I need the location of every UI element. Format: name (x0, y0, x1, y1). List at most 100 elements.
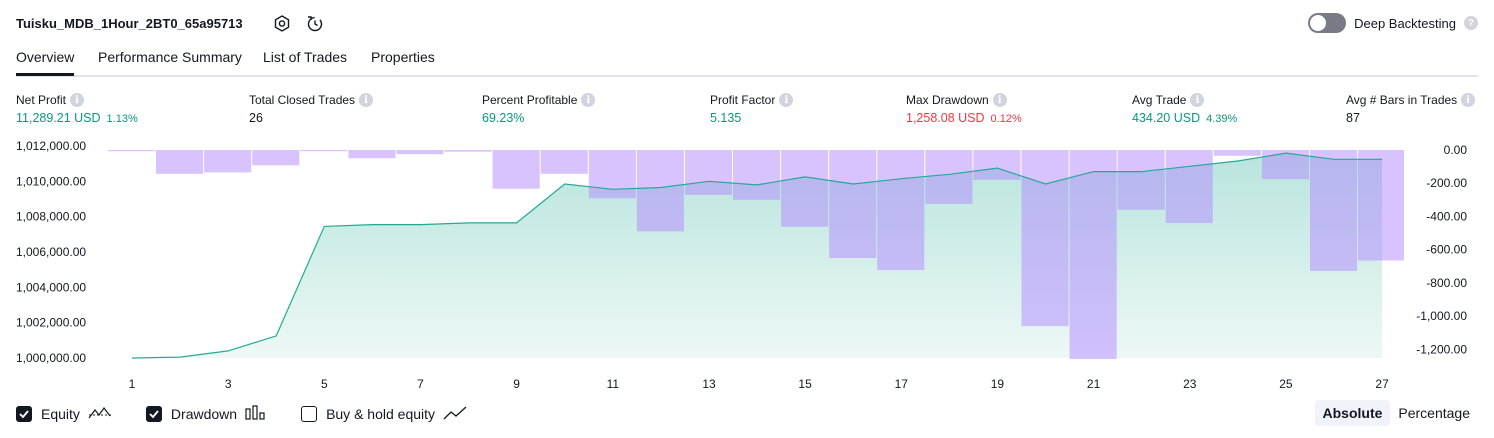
buy-hold-checkbox[interactable] (301, 406, 318, 422)
drawdown-bar (781, 150, 829, 227)
left-axis-tick: 1,006,000.00 (16, 245, 86, 259)
info-icon[interactable]: i (779, 93, 794, 107)
right-axis-tick: -800.00 (1426, 276, 1467, 290)
drawdown-bar (1310, 150, 1358, 271)
metrics-row: Net Profit i 11,289.21 USD 1.13% Total Clo… (0, 93, 1494, 133)
drawdown-bar (444, 150, 492, 152)
metric-total-closed-trades: Total Closed Trades i 26 (249, 93, 374, 125)
info-icon[interactable]: i (992, 93, 1007, 107)
tab-properties[interactable]: Properties (371, 49, 435, 65)
left-axis-tick: 1,000,000.00 (16, 351, 86, 365)
x-axis-tick: 17 (895, 377, 909, 391)
metric-percent: 0.12% (990, 113, 1022, 125)
deep-backtesting-control: Deep Backtesting ? (1308, 13, 1478, 33)
drawdown-bar (1117, 150, 1165, 210)
legend-drawdown[interactable]: Drawdown (145, 404, 267, 424)
metric-label: Avg # Bars in Trades (1346, 93, 1458, 107)
right-axis-tick: -400.00 (1426, 210, 1467, 224)
equity-line-icon (88, 405, 112, 424)
drawdown-bar (156, 150, 204, 174)
x-axis-tick: 1 (129, 377, 136, 391)
metric-value: 11,289.21 USD (16, 111, 101, 125)
drawdown-bar (348, 150, 396, 159)
equity-line (131, 152, 1383, 359)
x-axis-tick: 25 (1279, 377, 1293, 391)
legend-label: Buy & hold equity (326, 406, 436, 422)
right-axis-tick: 0.00 (1444, 143, 1468, 157)
equity-area (132, 153, 1383, 358)
x-axis-tick: 3 (225, 377, 232, 391)
drawdown-bar (492, 150, 540, 189)
right-axis-tick: -1,200.00 (1416, 342, 1467, 356)
report-tabs: Overview Performance Summary List of Tra… (16, 47, 1478, 77)
drawdown-bar (252, 150, 300, 166)
strategy-title: Tuisku_MDB_1Hour_2BT0_65a95713 (16, 16, 243, 31)
metric-label: Total Closed Trades (249, 93, 356, 107)
equity-checkbox[interactable] (16, 406, 32, 422)
drawdown-bars-icon (245, 404, 267, 424)
drawdown-bar (396, 150, 444, 155)
drawdown-bar (636, 150, 684, 232)
drawdown-checkbox[interactable] (145, 406, 162, 422)
drawdown-bar (540, 150, 588, 174)
tab-list-of-trades[interactable]: List of Trades (263, 49, 348, 65)
deep-backtesting-toggle[interactable] (1308, 13, 1347, 33)
x-axis-tick: 23 (1183, 377, 1197, 391)
drawdown-bar (108, 150, 155, 152)
metric-avg-trade: Avg Trade i 434.20 USD 4.39% (1132, 93, 1237, 125)
right-axis-tick: -600.00 (1426, 243, 1467, 257)
metric-percent: 1.13% (106, 113, 138, 125)
metric-net-profit: Net Profit i 11,289.21 USD 1.13% (16, 93, 138, 125)
help-icon[interactable]: ? (1464, 16, 1478, 30)
left-axis-tick: 1,002,000.00 (16, 316, 86, 330)
metric-percent-profitable: Percent Profitable i 69.23% (482, 93, 596, 125)
settings-gear-icon[interactable] (272, 14, 292, 34)
chart-legend: Equity Drawdown Buy & hold equity (16, 403, 501, 425)
metric-label: Avg Trade (1132, 93, 1187, 107)
info-icon[interactable]: i (70, 93, 85, 107)
metric-label: Net Profit (16, 93, 67, 107)
right-axis-tick: -200.00 (1426, 176, 1467, 190)
metric-max-drawdown: Max Drawdown i 1,258.08 USD 0.12% (906, 93, 1022, 125)
left-axis-tick: 1,008,000.00 (16, 210, 86, 224)
drawdown-bar (1021, 150, 1069, 327)
x-axis-tick: 5 (321, 377, 328, 391)
info-icon[interactable]: i (1190, 93, 1205, 107)
drawdown-bar (1165, 150, 1213, 224)
metric-value: 5.135 (710, 111, 742, 125)
legend-equity[interactable]: Equity (16, 405, 112, 424)
info-icon[interactable]: i (581, 93, 596, 107)
metric-label: Profit Factor (710, 93, 776, 107)
drawdown-bar (733, 150, 781, 200)
x-axis-tick: 13 (702, 377, 716, 391)
value-mode-switch: Absolute Percentage (1314, 400, 1479, 426)
drawdown-bar (1358, 150, 1404, 261)
drawdown-bar (829, 150, 877, 258)
legend-label: Equity (41, 406, 80, 422)
drawdown-bar (588, 150, 636, 199)
trend-line-icon (443, 405, 467, 424)
drawdown-bar (1261, 150, 1309, 180)
tab-overview[interactable]: Overview (16, 49, 75, 76)
info-icon[interactable]: i (359, 93, 374, 107)
legend-label: Drawdown (170, 406, 238, 422)
equity-drawdown-chart[interactable]: 1,012,000.00 1,010,000.00 1,008,000.00 1,00… (0, 0, 1494, 400)
metric-value: 87 (1346, 111, 1360, 125)
deep-backtesting-label: Deep Backtesting (1354, 15, 1456, 31)
legend-buy-hold[interactable]: Buy & hold equity (301, 405, 467, 424)
drawdown-bar (1213, 150, 1261, 156)
x-axis-tick: 9 (513, 377, 520, 391)
percentage-button[interactable]: Percentage (1398, 405, 1470, 421)
info-icon[interactable]: i (1461, 93, 1476, 107)
metric-percent: 4.39% (1206, 113, 1238, 125)
source-code-icon[interactable] (305, 14, 325, 34)
x-axis-tick: 15 (798, 377, 812, 391)
metric-label: Max Drawdown (906, 93, 989, 107)
drawdown-bar (877, 150, 925, 271)
toggle-knob (1310, 15, 1327, 31)
tab-performance-summary[interactable]: Performance Summary (98, 49, 242, 65)
absolute-button[interactable]: Absolute (1314, 400, 1391, 426)
metric-avg-bars-in-trades: Avg # Bars in Trades i 87 (1346, 93, 1476, 125)
metric-label: Percent Profitable (482, 93, 578, 107)
drawdown-bar (925, 150, 973, 204)
